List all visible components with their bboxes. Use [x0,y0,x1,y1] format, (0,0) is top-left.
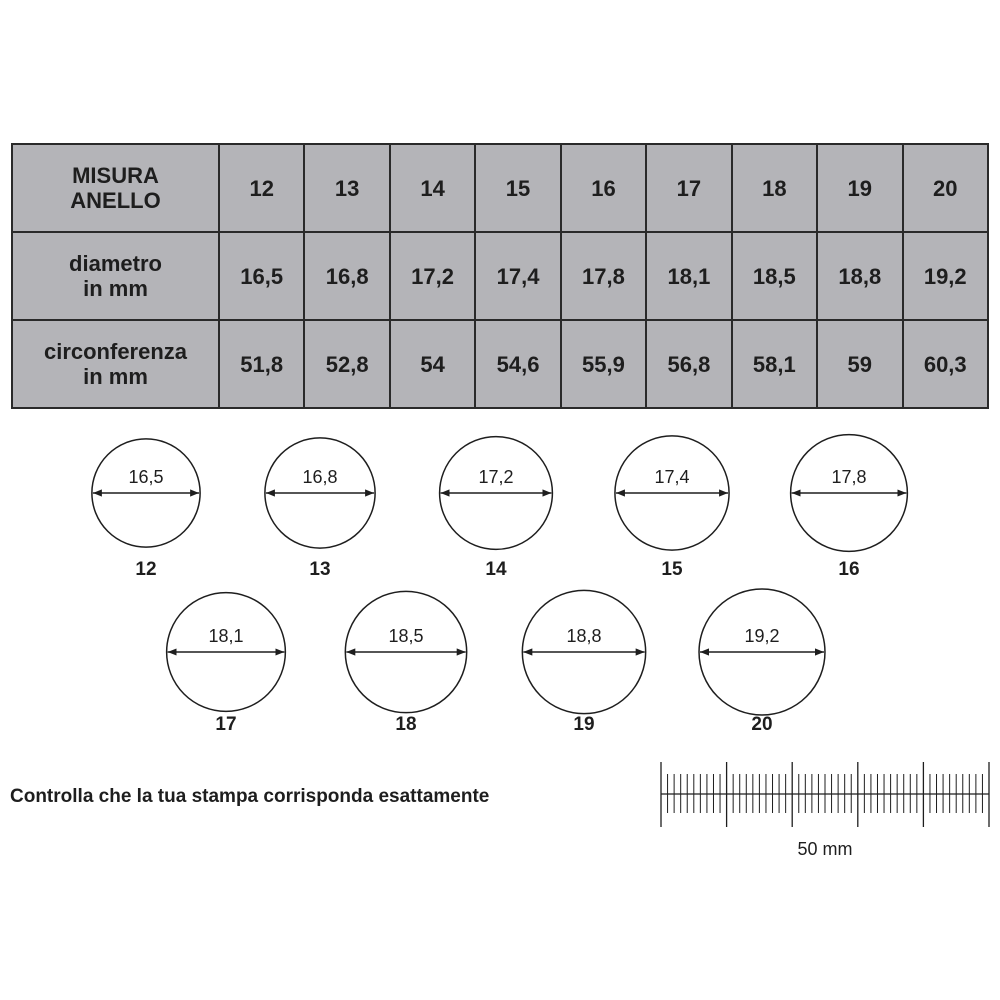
circle-outline [521,589,647,715]
table-cell: 15 [474,143,562,233]
diameter-label: 19,2 [744,626,779,646]
table-cell: 18,1 [645,231,733,321]
ring-circle-19: 18,8 19 [521,589,647,735]
table-cell: 18,5 [730,231,819,321]
size-label: 15 [661,559,683,580]
diameter-label: 17,2 [478,467,513,487]
diameter-label: 18,8 [566,626,601,646]
table-cell: 16,8 [303,231,391,321]
size-label: 17 [215,714,236,735]
row-header-line: diametro [69,251,162,276]
table-cell: 55,9 [559,319,648,409]
print-check-caption: Controlla che la tua stampa corrisponda … [10,786,490,807]
diameter-label: 18,1 [208,626,243,646]
table-cell: 18,8 [816,231,904,321]
size-label: 13 [309,559,330,580]
size-label: 20 [751,714,772,735]
circle-outline [698,588,826,716]
circle-outline [165,591,287,713]
table-cell: 51,8 [217,319,306,409]
circle-outline [614,435,730,551]
ring-circle-14: 17,2 14 [438,435,554,580]
ring-circle-12: 16,5 12 [91,438,201,580]
size-label: 16 [838,559,859,580]
table-cell: 54,6 [474,319,562,409]
row-diameter: diametro in mm 16,5 16,8 17,2 17,4 17,8 18,1 18,… [11,231,989,321]
table-cell: 14 [388,143,477,233]
table-cell: 18 [730,143,819,233]
row-header-line: ANELLO [70,188,161,213]
table-cell: 16 [559,143,648,233]
table-cell: 59 [816,319,904,409]
table-cell: 16,5 [217,231,306,321]
table-cell: 13 [303,143,391,233]
size-label: 14 [485,559,507,580]
ring-circle-18: 18,5 18 [344,590,468,735]
row-circumference: circonferenza in mm 51,8 52,8 54 54,6 55,9 56,8… [11,319,989,409]
table-cell: 19 [816,143,904,233]
table-cell: 58,1 [730,319,819,409]
table-cell: 19,2 [901,231,989,321]
row-header: circonferenza in mm [11,319,220,409]
ring-circle-16: 17,8 16 [789,433,909,580]
size-label: 18 [395,714,416,735]
circle-outline [264,437,376,549]
table-cell: 12 [217,143,306,233]
circle-outline [91,438,201,548]
diameter-label: 18,5 [388,626,423,646]
table-cell: 60,3 [901,319,989,409]
ring-circle-13: 16,8 13 [264,437,376,580]
ruler: 50 mm [660,762,990,859]
size-label: 19 [573,714,594,735]
table-cell: 17,4 [474,231,562,321]
circle-outline [438,435,554,551]
row-ring-size: MISURA ANELLO 12 13 14 15 16 17 18 19 20 [11,143,989,233]
ring-size-table: MISURA ANELLO 12 13 14 15 16 17 18 19 20 diametro in… [11,143,989,409]
row-header-line: in mm [83,276,148,301]
circle-outline [344,590,468,714]
ring-circle-15: 17,4 15 [614,435,730,580]
diameter-label: 17,4 [654,467,689,487]
table-cell: 52,8 [303,319,391,409]
table-cell: 56,8 [645,319,733,409]
row-header: diametro in mm [11,231,220,321]
table-cell: 54 [388,319,477,409]
diameter-label: 16,5 [128,467,163,487]
diameter-label: 16,8 [302,467,337,487]
table-cell: 17,8 [559,231,648,321]
diameter-label: 17,8 [831,467,866,487]
table-cell: 17 [645,143,733,233]
row-header-line: circonferenza [43,339,188,364]
row-header: MISURA ANELLO [11,143,220,233]
size-label: 12 [135,559,156,580]
table-cell: 17,2 [388,231,477,321]
ring-circle-17: 18,1 17 [165,591,287,735]
ruler-label: 50 mm [797,839,852,859]
circle-outline [789,433,909,553]
table-cell: 20 [901,143,989,233]
ring-circle-20: 19,2 20 [698,588,826,735]
row-header-line: MISURA [72,163,159,188]
row-header-line: in mm [83,364,148,389]
